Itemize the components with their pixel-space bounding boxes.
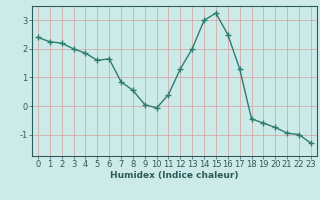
X-axis label: Humidex (Indice chaleur): Humidex (Indice chaleur): [110, 171, 239, 180]
